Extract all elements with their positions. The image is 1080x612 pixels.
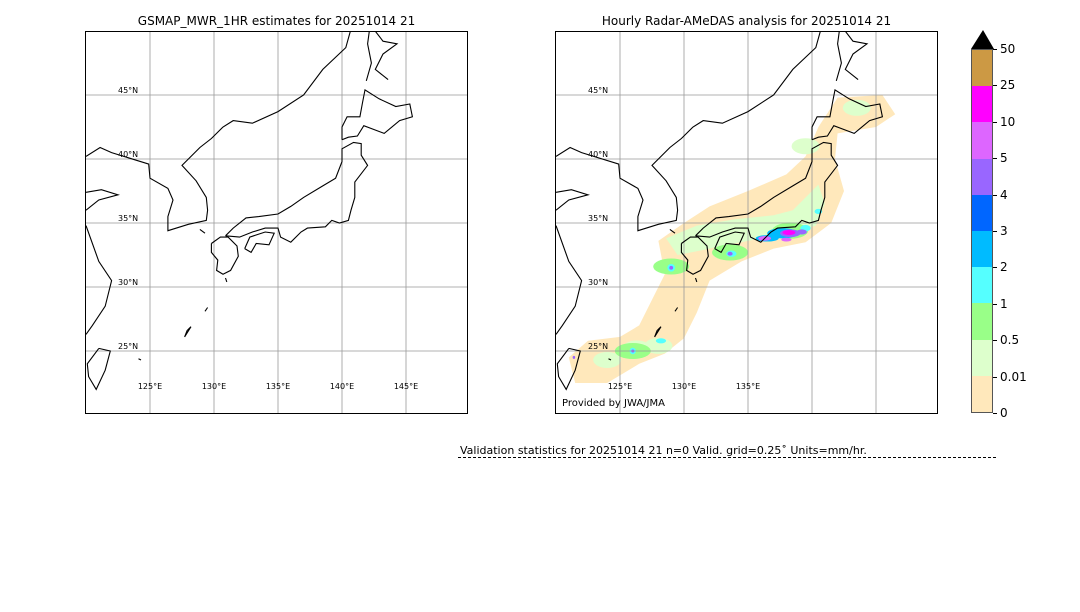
colorbar: [971, 49, 993, 413]
longitude-label: 125°E: [138, 382, 162, 391]
longitude-label: 125°E: [608, 382, 632, 391]
colorbar-tick: [993, 376, 997, 378]
divider-line: [458, 457, 996, 458]
coastline: [694, 277, 698, 283]
colorbar-label: 2: [1000, 260, 1008, 275]
coastline: [556, 225, 583, 335]
colorbar-segment: [972, 303, 992, 340]
colorbar-segment: [972, 194, 992, 231]
colorbar-tick: [993, 121, 997, 123]
coastline: [674, 307, 679, 312]
colorbar-label: 0.01: [1000, 369, 1027, 384]
longitude-label: 130°E: [202, 382, 226, 391]
colorbar-segment: [972, 267, 992, 304]
coastline: [608, 358, 612, 361]
coastline: [556, 347, 581, 391]
coastline: [556, 189, 590, 211]
coastline: [714, 231, 746, 254]
latitude-label: 30°N: [118, 278, 138, 287]
rain-cell: [572, 355, 576, 359]
colorbar-tick: [993, 267, 997, 269]
colorbar-segment: [972, 339, 992, 376]
rain-area-light: [842, 99, 871, 116]
colorbar-tick: [993, 85, 997, 87]
longitude-label: 145°E: [394, 382, 418, 391]
rain-cell: [796, 229, 807, 235]
coastline: [680, 236, 709, 275]
coastline: [86, 225, 113, 335]
latitude-label: 35°N: [118, 214, 138, 223]
colorbar-segment: [972, 230, 992, 268]
colorbar-segment: [972, 50, 992, 87]
latitude-label: 40°N: [588, 150, 608, 159]
coastline: [556, 32, 821, 232]
coastline: [341, 89, 414, 141]
rain-cell: [782, 230, 796, 236]
coastline: [86, 189, 120, 211]
colorbar-label: 4: [1000, 187, 1008, 202]
colorbar-segment: [972, 122, 992, 159]
coastline: [695, 141, 839, 243]
left-map-title: GSMAP_MWR_1HR estimates for 20251014 21: [137, 14, 416, 28]
credit-text: Provided by JWA/JMA: [562, 398, 665, 409]
colorbar-segment: [972, 86, 992, 123]
rain-cell: [655, 338, 667, 344]
colorbar-label: 0.5: [1000, 333, 1020, 348]
rain-cell: [727, 251, 733, 256]
latitude-label: 35°N: [588, 214, 608, 223]
colorbar-label: 3: [1000, 224, 1008, 238]
coastline: [654, 326, 662, 338]
rain-cell: [669, 265, 674, 270]
colorbar-label: 1: [1000, 296, 1008, 311]
coastline: [199, 228, 206, 234]
right-map-title: Hourly Radar-AMeDAS analysis for 2025101…: [601, 14, 892, 28]
latitude-label: 45°N: [118, 86, 138, 95]
coastline: [835, 32, 869, 82]
rain-cell: [781, 237, 792, 242]
latitude-label: 45°N: [588, 86, 608, 95]
colorbar-label: 25: [1000, 78, 1016, 93]
rain-area-light: [666, 184, 825, 255]
validation-statistics: Validation statistics for 20251014 21 n=…: [460, 444, 867, 457]
colorbar-segment: [972, 158, 992, 195]
colorbar-tick: [993, 194, 997, 196]
coastline: [669, 228, 676, 234]
colorbar-tick: [993, 340, 997, 342]
colorbar-tick: [993, 413, 997, 414]
longitude-label: 140°E: [330, 382, 354, 391]
latitude-label: 40°N: [118, 150, 138, 159]
colorbar-tick: [993, 158, 997, 160]
coastline: [138, 358, 142, 361]
colorbar-segment: [972, 375, 992, 412]
longitude-label: 130°E: [672, 382, 696, 391]
radar-amedas-map: 45°N 40°N 35°N 30°N 25°N 125°E 130°E 135°E Prov…: [555, 31, 938, 414]
rain-area-light: [593, 351, 622, 368]
coastline: [86, 347, 111, 391]
colorbar-extend-arrow: [971, 30, 994, 49]
coastline: [225, 141, 369, 243]
coastline: [184, 326, 192, 338]
colorbar-label: 50: [1000, 42, 1016, 56]
coastline: [224, 277, 228, 283]
colorbar-label: 5: [1000, 151, 1008, 166]
latitude-label: 25°N: [588, 342, 608, 351]
coastline: [244, 231, 276, 254]
longitude-label: 135°E: [266, 382, 290, 391]
latitude-label: 25°N: [118, 342, 138, 351]
coastline: [86, 32, 351, 232]
coastline: [204, 307, 209, 312]
latitude-label: 30°N: [588, 278, 608, 287]
rain-area-light: [791, 138, 820, 155]
colorbar-tick: [993, 231, 997, 232]
coastline: [210, 236, 239, 275]
colorbar-label: 0: [1000, 406, 1008, 420]
colorbar-tick: [993, 49, 997, 50]
gsmap-map: 45°N 40°N 35°N 30°N 25°N 125°E 130°E 135°E 140°E…: [85, 31, 468, 414]
colorbar-label: 10: [1000, 114, 1016, 129]
coastline: [811, 89, 884, 141]
longitude-label: 135°E: [736, 382, 760, 391]
coastline: [365, 32, 399, 82]
colorbar-tick: [993, 303, 997, 305]
